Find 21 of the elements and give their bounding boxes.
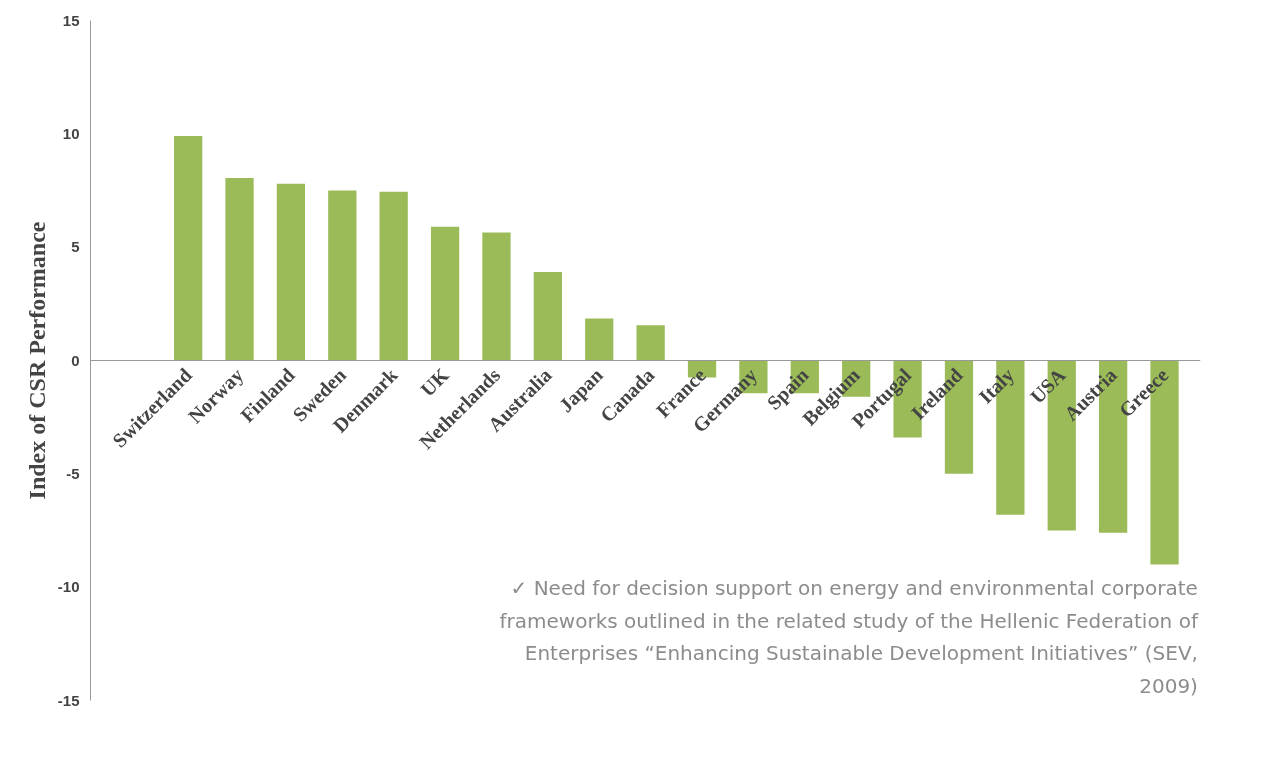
bar (225, 178, 254, 361)
bar (636, 325, 665, 361)
x-tick-label: Italy (974, 363, 1019, 409)
bar (379, 191, 408, 361)
y-axis-title: Index of CSR Performance (23, 221, 50, 500)
x-tick-label: USA (1025, 363, 1070, 408)
y-tick-label: 0 (71, 351, 80, 369)
bar (328, 190, 357, 361)
bar (430, 226, 460, 361)
y-tick-label: -15 (57, 691, 80, 709)
bar (276, 183, 306, 361)
bar (585, 318, 614, 361)
y-tick-label: -5 (66, 464, 80, 482)
bar (174, 136, 203, 361)
bar (533, 272, 562, 361)
y-tick-label: -10 (57, 578, 80, 596)
bar (482, 232, 511, 361)
y-tick-label: 10 (62, 124, 80, 142)
y-tick-label: 5 (71, 238, 80, 256)
y-tick-label: 15 (62, 11, 80, 29)
annotation: ✓ Need for decision support on energy and environmental corporate frameworks outlined in the related study of the Hellenic Federation of Enterprises “Enhancing Sustainable Development Initiatives” (SEV, 2009) (499, 576, 1199, 698)
